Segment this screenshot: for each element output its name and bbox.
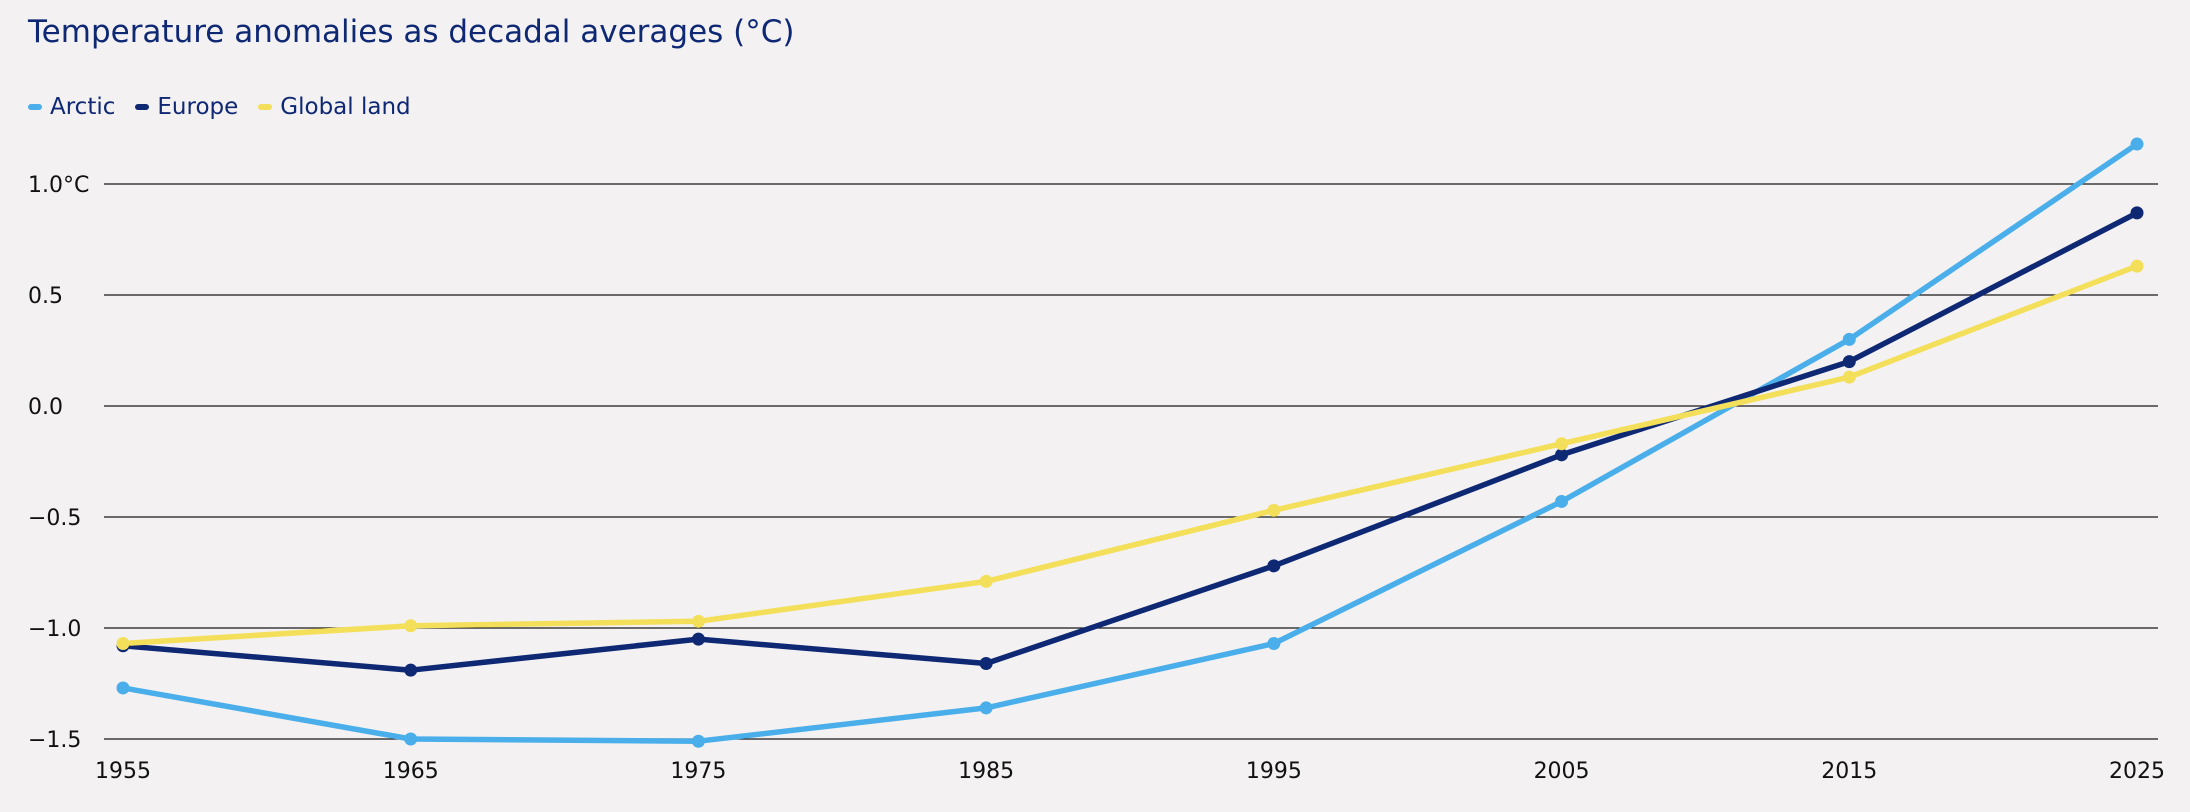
x-tick-label: 2005 xyxy=(1534,759,1590,784)
data-point-europe-1965[interactable] xyxy=(404,663,418,677)
x-tick-label: 1955 xyxy=(95,759,151,784)
series-line-global-land xyxy=(120,263,2140,647)
x-tick-label: 1995 xyxy=(1246,759,1302,784)
x-tick-label: 2025 xyxy=(2109,759,2165,784)
data-point-europe-1975[interactable] xyxy=(691,632,705,646)
legend-swatch-global-land xyxy=(258,104,273,110)
y-tick-label: −1.5 xyxy=(28,728,81,753)
legend-label-global-land: Global land xyxy=(280,94,411,120)
data-point-global-land-2015[interactable] xyxy=(1842,370,1856,384)
x-tick-label: 1975 xyxy=(670,759,726,784)
data-point-europe-2005[interactable] xyxy=(1555,448,1569,462)
legend-item-europe[interactable]: Europe xyxy=(135,94,238,120)
data-point-arctic-1995[interactable] xyxy=(1267,637,1281,651)
data-point-europe-1995[interactable] xyxy=(1267,559,1281,573)
data-point-global-land-2005[interactable] xyxy=(1555,437,1569,451)
data-point-europe-2025[interactable] xyxy=(2130,206,2144,220)
data-point-arctic-2015[interactable] xyxy=(1842,332,1856,346)
legend-item-arctic[interactable]: Arctic xyxy=(28,94,115,120)
legend-swatch-arctic xyxy=(28,104,42,110)
data-point-global-land-1965[interactable] xyxy=(404,619,418,633)
data-point-arctic-2025[interactable] xyxy=(2130,137,2144,151)
y-tick-label: 0.5 xyxy=(28,284,63,309)
data-point-arctic-1965[interactable] xyxy=(404,732,418,746)
data-point-europe-1985[interactable] xyxy=(979,657,993,671)
legend-swatch-europe xyxy=(135,104,150,110)
data-point-global-land-1955[interactable] xyxy=(116,637,130,651)
x-tick-label: 1965 xyxy=(383,759,439,784)
y-tick-label: −0.5 xyxy=(28,506,81,531)
legend-label-arctic: Arctic xyxy=(50,94,116,120)
series-line-arctic xyxy=(120,141,2140,744)
data-point-global-land-1975[interactable] xyxy=(691,614,705,628)
y-tick-label: 0.0 xyxy=(28,395,63,420)
legend-label-europe: Europe xyxy=(157,94,239,120)
y-tick-label: −1.0 xyxy=(28,617,81,642)
series-lines xyxy=(120,141,2140,744)
data-point-global-land-2025[interactable] xyxy=(2130,259,2144,273)
series-points xyxy=(116,137,2144,748)
data-point-arctic-1975[interactable] xyxy=(691,734,705,748)
series-line-europe xyxy=(120,210,2140,673)
data-point-europe-2015[interactable] xyxy=(1842,355,1856,369)
data-point-global-land-1985[interactable] xyxy=(979,574,993,588)
x-tick-label: 2015 xyxy=(1821,759,1877,784)
legend-item-global-land[interactable]: Global land xyxy=(258,94,411,120)
y-tick-label: 1.0°C xyxy=(28,173,89,198)
data-point-arctic-1955[interactable] xyxy=(116,681,130,695)
chart-title: Temperature anomalies as decadal average… xyxy=(28,14,795,50)
data-point-global-land-1995[interactable] xyxy=(1267,503,1281,517)
data-point-arctic-1985[interactable] xyxy=(979,701,993,715)
gridlines xyxy=(104,183,2158,740)
legend: Arctic Europe Global land xyxy=(28,94,411,120)
y-axis-tick-labels: 1.0°C 0.5 0.0 −0.5 −1.0 −1.5 xyxy=(28,173,89,753)
x-axis-tick-labels: 1955 1965 1975 1985 1995 2005 2015 2025 xyxy=(95,759,2165,784)
data-point-arctic-2005[interactable] xyxy=(1555,494,1569,508)
x-tick-label: 1985 xyxy=(958,759,1014,784)
